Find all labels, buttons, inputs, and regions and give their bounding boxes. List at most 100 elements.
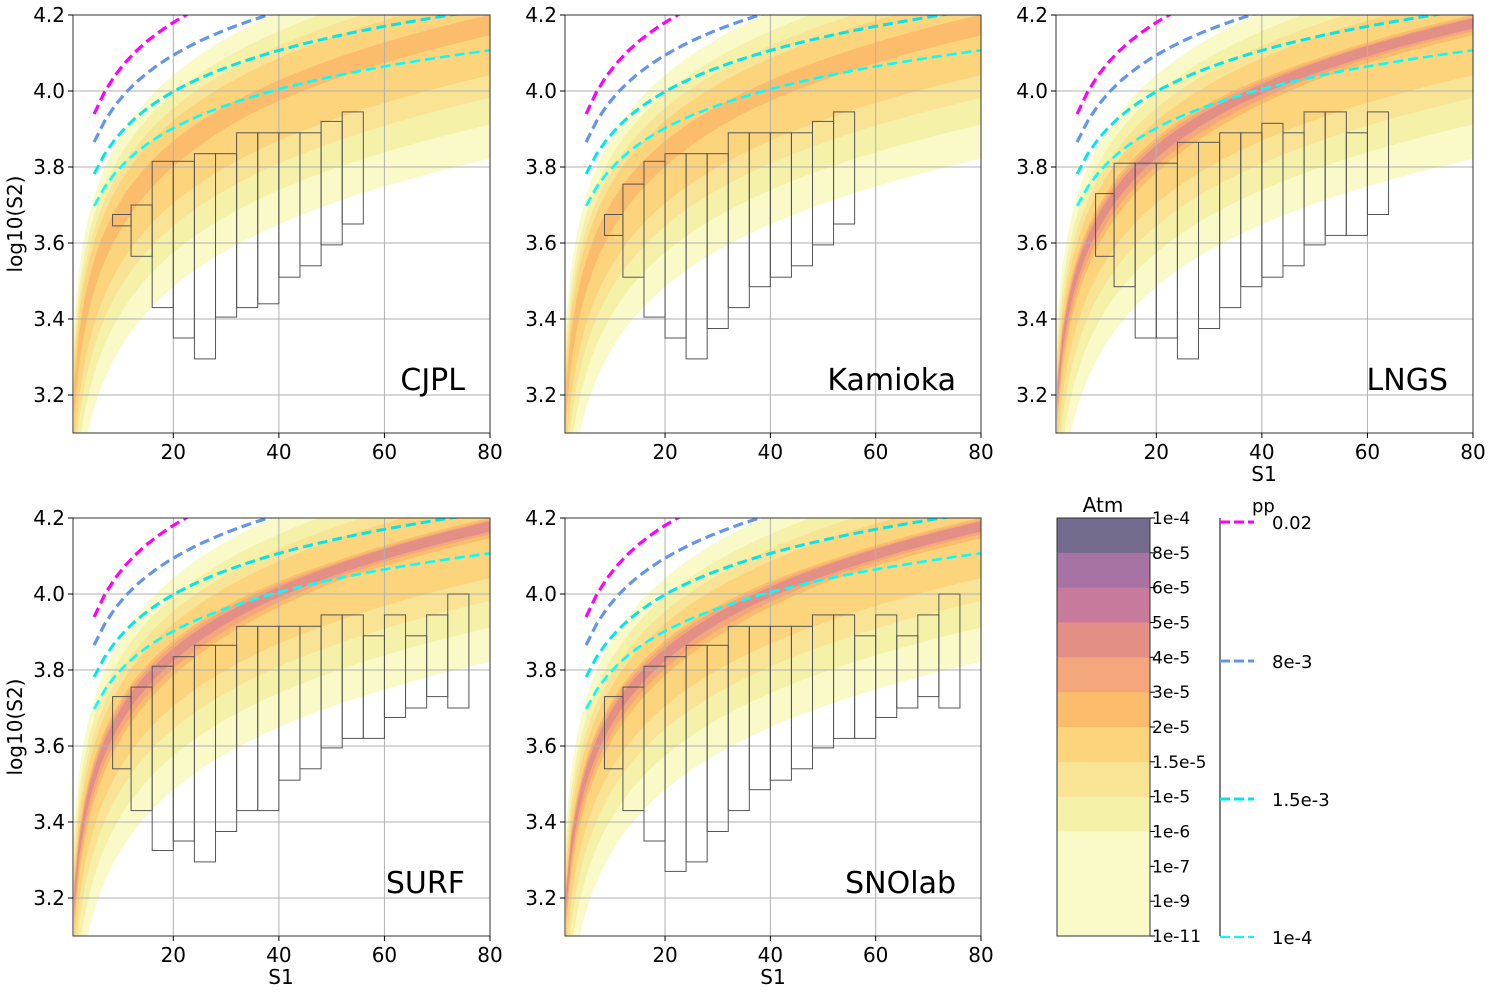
colorbar-label: 1.5e-5 [1152, 753, 1206, 773]
y-tick-label: 3.2 [33, 383, 65, 407]
y-tick-label: 3.8 [1016, 155, 1048, 179]
x-tick-label: 40 [266, 440, 291, 464]
y-tick-label: 3.8 [33, 658, 65, 682]
y-tick-label: 3.8 [525, 658, 557, 682]
contour-band-5 [74, 519, 490, 918]
legend-label: 1.5e-3 [1272, 790, 1330, 811]
contour-band-5 [1057, 16, 1473, 415]
contour-band-3 [74, 15, 490, 433]
colorbar-segment [1057, 587, 1150, 623]
contour-band-4 [74, 15, 490, 415]
pp-contour-0 [92, 518, 190, 618]
x-tick-label: 80 [1460, 440, 1485, 464]
panel-label: Kamioka [827, 363, 956, 398]
signal-box [1366, 111, 1390, 215]
pp-contour-3 [1075, 48, 1473, 207]
colorbar-label: 5e-5 [1152, 614, 1190, 634]
y-tick-label: 4.2 [33, 506, 65, 530]
y-tick-label: 4.0 [525, 582, 557, 606]
y-tick-label: 4.0 [33, 582, 65, 606]
contour-band-3 [566, 15, 981, 433]
colorbar-label: 4e-5 [1152, 648, 1190, 668]
x-tick-label: 80 [477, 440, 502, 464]
contour-band-3 [1057, 15, 1473, 433]
colorbar-segment [1057, 622, 1150, 658]
y-tick-label: 3.4 [33, 810, 65, 834]
legend-label: 8e-3 [1272, 652, 1312, 673]
colorbar: Atm 1e-4 8e-5 6e-5 5e-5 4e-5 3e-5 2e-5 1.5e-5 1e… [1056, 493, 1206, 947]
colorbar-segment [1057, 901, 1150, 937]
y-tick-label: 3.4 [1016, 307, 1048, 331]
pp-contour-3 [584, 48, 981, 207]
panel-label: LNGS [1367, 363, 1448, 398]
colorbar-label: 1e-5 [1152, 788, 1190, 808]
pp-contour-0 [92, 15, 190, 115]
colorbar-segment [1057, 727, 1150, 763]
y-tick-label: 4.2 [1016, 3, 1048, 27]
x-tick-label: 80 [968, 440, 993, 464]
x-tick-label: 40 [266, 943, 291, 967]
y-tick-label: 3.4 [525, 307, 557, 331]
panel-cjpl: CJPL log10(S2) 20 40 60 80 3.2 3.4 3.6 3.8 4.0 4.… [3, 3, 503, 464]
plot-area [565, 15, 981, 433]
colorbar-segment [1057, 796, 1150, 832]
pp-contour-3 [584, 551, 981, 710]
pp-contour-2 [1075, 15, 1445, 175]
y-tick-label: 3.8 [525, 155, 557, 179]
axes-frame [72, 517, 491, 937]
panel-lngs: LNGS S1 20 40 60 80 3.2 3.4 3.6 3.8 4.0 4.2 [1016, 3, 1486, 486]
y-tick-label: 3.4 [525, 810, 557, 834]
colorbar-segment [1057, 761, 1150, 798]
contour-band-3 [566, 518, 981, 936]
axes-frame [564, 517, 982, 937]
pp-contour-1 [1075, 15, 1257, 143]
panel-kamioka: Kamioka 20 40 60 80 3.2 3.4 3.6 3.8 4.0 4.2 [525, 3, 994, 464]
colorbar-label: 1e-11 [1152, 927, 1201, 947]
x-tick-label: 20 [161, 440, 186, 464]
pp-contour-0 [584, 15, 681, 115]
y-tick-label: 3.2 [525, 886, 557, 910]
panel-label: SURF [386, 866, 465, 901]
axes-frame [1055, 14, 1474, 434]
x-axis-label: S1 [268, 965, 293, 989]
signal-box [833, 111, 856, 225]
colorbar-label: 1e-7 [1152, 857, 1190, 877]
colorbar-label: 1e-9 [1152, 892, 1190, 912]
x-tick-label: 60 [372, 440, 397, 464]
y-tick-label: 4.2 [33, 3, 65, 27]
colorbar-label: 1e-6 [1152, 823, 1190, 843]
pp-contour-1 [92, 15, 274, 143]
pp-contour-0 [1075, 15, 1173, 115]
signal-box [447, 593, 470, 709]
pp-contour-3 [92, 551, 490, 710]
x-tick-label: 60 [863, 440, 888, 464]
pp-contour-2 [92, 15, 462, 175]
colorbar-segment [1057, 692, 1150, 728]
signal-box [938, 593, 961, 709]
y-tick-label: 4.2 [525, 3, 557, 27]
panel-label: CJPL [400, 363, 465, 398]
y-tick-label: 3.4 [33, 307, 65, 331]
contour-band-3 [74, 518, 490, 936]
colorbar-segment [1057, 552, 1150, 589]
colorbar-label: 2e-5 [1152, 718, 1190, 738]
x-axis-label: S1 [760, 965, 785, 989]
axes-frame [72, 14, 491, 434]
y-tick-label: 3.6 [525, 734, 557, 758]
pp-contour-1 [584, 518, 766, 646]
plot-area [73, 518, 490, 936]
contour-band-5 [566, 519, 981, 918]
x-tick-label: 60 [1355, 440, 1380, 464]
colorbar-label: 6e-5 [1152, 579, 1190, 599]
pp-contour-2 [584, 518, 953, 678]
colorbar-label: 8e-5 [1152, 544, 1190, 564]
pp-contour-1 [584, 15, 766, 143]
y-tick-label: 3.6 [1016, 231, 1048, 255]
pp-contour-0 [584, 518, 681, 618]
y-tick-label: 3.6 [33, 734, 65, 758]
y-tick-label: 3.8 [33, 155, 65, 179]
panel-surf: SURF log10(S2) S1 20 40 60 80 3.2 3.4 3.6 3.8 4.… [3, 506, 503, 989]
x-tick-label: 60 [863, 943, 888, 967]
x-tick-label: 60 [372, 943, 397, 967]
